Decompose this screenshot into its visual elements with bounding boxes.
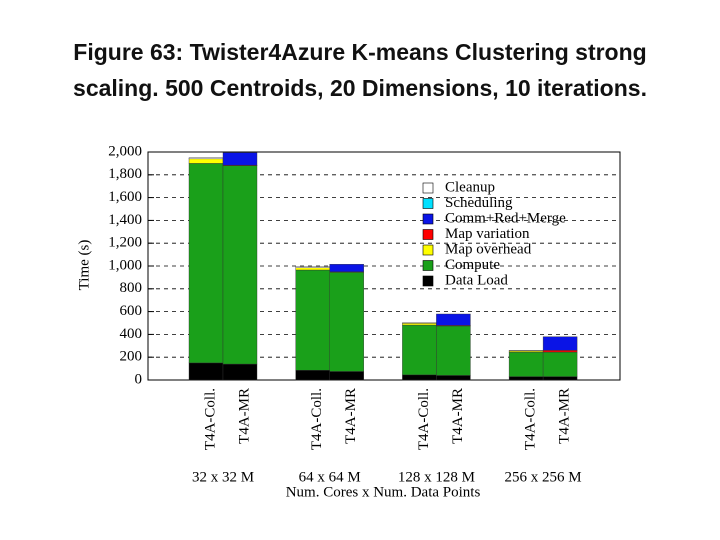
bar-segment [188,362,224,381]
y-tick-label: 800 [120,280,143,296]
y-tick-label: 1,000 [108,257,142,273]
x-tick-label: T4A-Coll. [202,388,218,450]
y-tick-label: 2,000 [108,143,142,159]
bar-segment [436,325,471,376]
bar-segment [295,370,330,381]
bar-segment [188,163,224,364]
legend-label: Scheduling [445,195,513,211]
bar-segment [436,375,471,381]
chart-title: Figure 63: Twister4Azure K-means Cluster… [73,39,647,101]
bar-segment [329,264,364,272]
y-tick-label: 400 [120,326,143,342]
bar-segment [188,158,224,164]
bar-segment [508,351,544,377]
legend-swatch [422,244,434,256]
legend-label: Data Load [445,272,508,288]
x-tick-label: T4A-Coll. [309,388,325,450]
legend-label: Compute [445,257,500,273]
x-tick-label: T4A-MR [236,388,252,444]
bar-segment [295,266,330,268]
x-tick-label: T4A-MR [450,388,466,444]
group-label: 128 x 128 M [398,469,475,485]
bar-segment [402,323,437,326]
bar-segment [542,376,578,381]
x-tick-label: T4A-MR [557,388,573,444]
bar-segment [222,363,258,381]
x-tick-label: T4A-MR [343,388,359,444]
legend-label: Map overhead [445,241,532,257]
bar-segment [329,371,364,381]
legend-label: Comm+Red+Merge [445,210,566,226]
bar-segment [188,157,224,160]
x-tick-label: T4A-Coll. [523,388,539,450]
y-tick-label: 600 [120,303,143,319]
y-tick-label: 200 [120,349,143,365]
bar-segment [329,272,364,372]
y-axis-label: Time (s) [76,240,92,291]
y-tick-label: 1,400 [108,212,142,228]
plot-frame [147,151,621,381]
group-label: 64 x 64 M [299,469,361,485]
group-label: 32 x 32 M [192,469,254,485]
legend-swatch [422,275,434,287]
y-tick-label: 1,600 [108,189,142,205]
legend-swatch [422,213,434,225]
y-tick-label: 0 [135,371,143,387]
bar-segment [295,267,330,271]
legend-swatch [422,260,434,271]
group-label: 256 x 256 M [505,469,582,485]
y-tick-label: 1,800 [108,166,142,182]
bar-segment [508,350,544,352]
bar-segment [295,269,330,371]
bar-segment [436,313,471,326]
legend-label: Map variation [445,226,530,242]
bar-segment [222,165,258,365]
bar-segment [222,152,258,166]
bar-segment [542,336,578,351]
legend-label: Cleanup [445,179,495,195]
bar-segment [402,322,437,324]
bar-segment [402,324,437,376]
x-axis-label: Num. Cores x Num. Data Points [286,484,481,500]
bar-segment [508,376,544,381]
bar-segment [402,374,437,381]
bar-segment [542,351,578,377]
bar-segment [542,350,578,353]
legend-swatch [422,182,434,194]
legend-swatch [422,229,434,240]
x-tick-label: T4A-Coll. [416,388,432,450]
legend-swatch [422,198,434,209]
y-tick-label: 1,200 [108,235,142,251]
